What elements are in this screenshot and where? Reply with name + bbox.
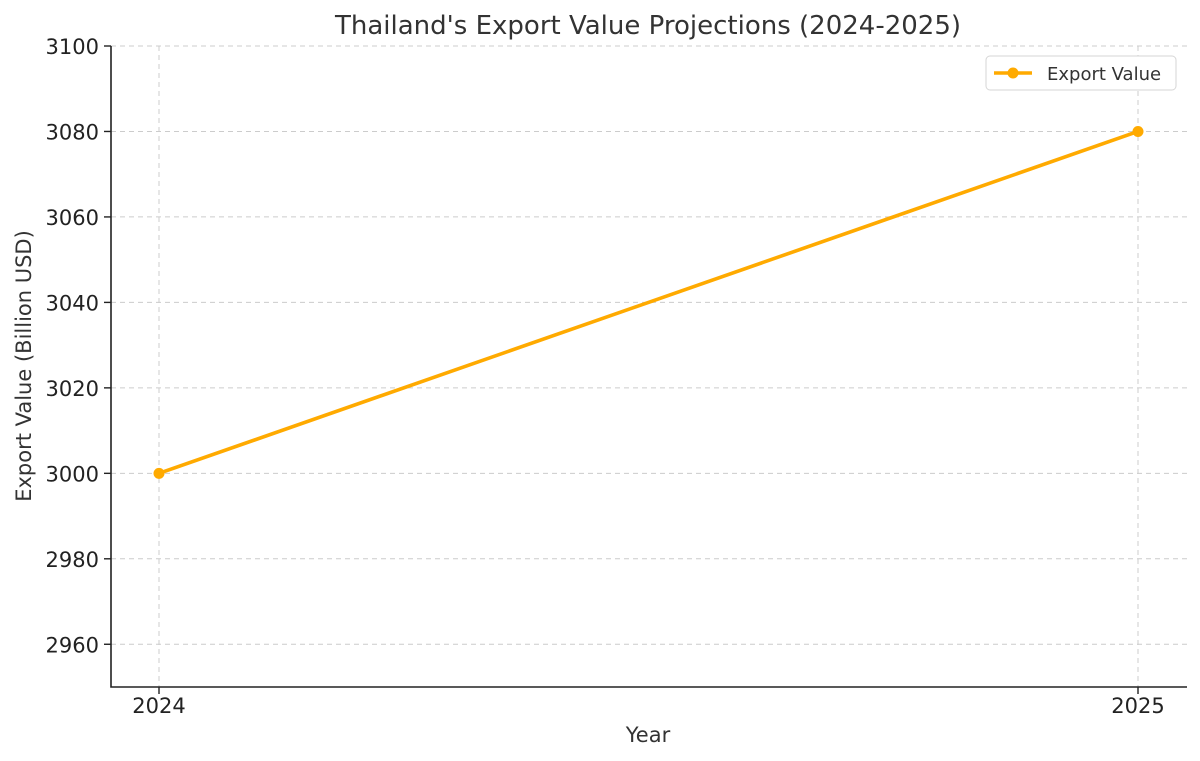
- y-tick-label: 2960: [46, 633, 99, 657]
- axes: 2960 2980 3000 3020 3040 3060 3080 3100 2024 2025: [46, 35, 1187, 718]
- axis-spines: [110, 46, 1187, 688]
- x-tick-label: 2025: [1111, 694, 1164, 718]
- legend-marker: [1007, 67, 1019, 79]
- data-point: [153, 467, 165, 479]
- y-tick-label: 3060: [46, 206, 99, 230]
- legend-box: [985, 55, 1177, 91]
- y-tick-label: 3040: [46, 291, 99, 315]
- series-line: [158, 129, 1139, 476]
- series-layer: [153, 125, 1144, 479]
- data-point: [1132, 125, 1144, 137]
- y-tick-label: 3020: [46, 377, 99, 401]
- chart-title: Thailand's Export Value Projections (202…: [334, 11, 961, 41]
- y-tick-label: 3080: [46, 120, 99, 144]
- x-axis-label: Year: [625, 723, 671, 747]
- y-tick-label: 2980: [46, 548, 99, 572]
- y-tick-label: 3100: [46, 35, 99, 59]
- y-tick-label: 3000: [46, 462, 99, 486]
- grid: [111, 45, 1187, 687]
- x-tick-label: 2024: [132, 694, 185, 718]
- legend-label: Export Value: [1047, 64, 1161, 85]
- legend: Export Value: [985, 55, 1177, 91]
- y-axis-label: Export Value (Billion USD): [12, 230, 36, 502]
